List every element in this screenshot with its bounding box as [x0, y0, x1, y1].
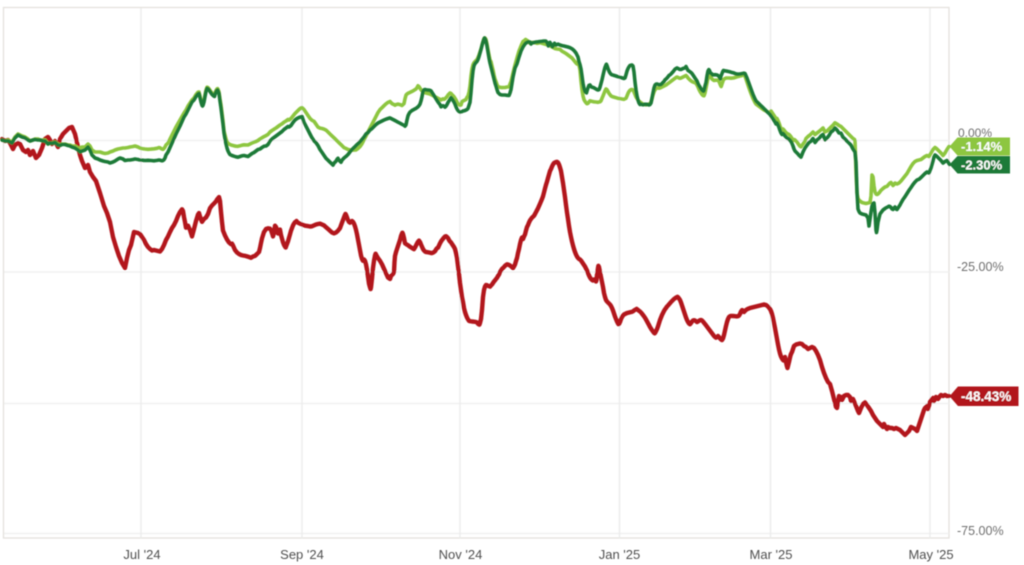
svg-text:Jul '24: Jul '24: [123, 547, 160, 562]
svg-text:Jan '25: Jan '25: [599, 547, 641, 562]
svg-text:Nov '24: Nov '24: [439, 547, 483, 562]
svg-text:-2.30%: -2.30%: [961, 158, 1003, 173]
svg-text:-1.14%: -1.14%: [961, 139, 1003, 154]
svg-text:Sep '24: Sep '24: [280, 547, 324, 562]
svg-text:0.00%: 0.00%: [958, 126, 992, 140]
svg-text:-48.43%: -48.43%: [961, 389, 1011, 404]
svg-text:-25.00%: -25.00%: [957, 260, 1004, 274]
svg-text:Mar '25: Mar '25: [750, 547, 793, 562]
svg-text:-75.00%: -75.00%: [957, 524, 1004, 538]
svg-text:May '25: May '25: [908, 547, 953, 562]
